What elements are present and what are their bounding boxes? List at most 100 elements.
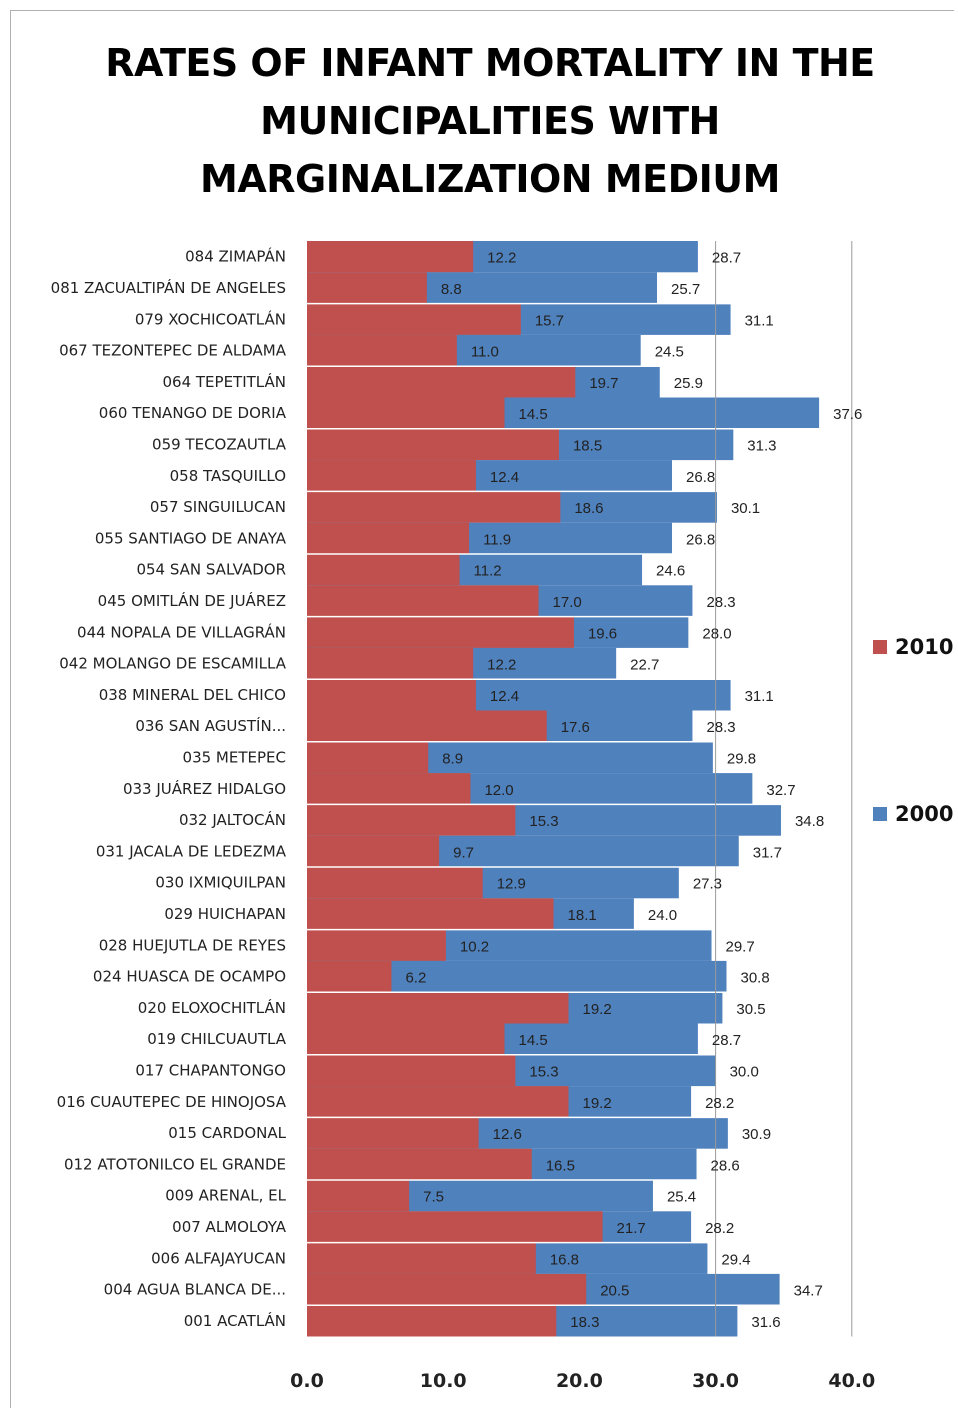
value-label-2010: 14.5 [518,1032,547,1049]
bar-2010 [307,835,440,867]
value-label-2010: 20.5 [600,1283,629,1300]
bar-2010 [307,1117,479,1149]
category-labels: 084 ZIMAPÁN 081 ZACUALTIPÁN DE ANGELES 079… [51,247,287,1330]
value-label-2010: 15.3 [529,813,558,830]
value-label-2010: 12.4 [490,688,519,705]
bar-2010 [307,1305,557,1337]
value-label-2010: 14.5 [518,406,547,423]
value-label-2000: 24.5 [655,344,684,361]
value-label-2000: 31.3 [747,437,776,454]
bar-2010 [307,741,429,774]
x-tick-label: 20.0 [556,1370,603,1392]
bar-2010 [307,241,474,273]
value-label-2000: 30.5 [736,1001,765,1018]
category-label: 081 ZACUALTIPÁN DE ANGELES [51,278,286,297]
category-label: 059 TECOZAUTLA [152,435,287,453]
bar-2010 [307,929,446,961]
value-label-2000: 28.6 [711,1157,740,1174]
value-label-2000: 31.1 [745,688,774,705]
value-label-2010: 18.1 [568,907,597,924]
value-label-2000: 28.7 [712,250,741,267]
bar-2010 [307,1023,505,1055]
category-label: 054 SAN SALVADOR [136,561,286,579]
bar-2010 [307,804,516,836]
category-label: 036 SAN AGUSTÍN... [135,716,286,735]
bar-2010 [307,1148,532,1180]
category-label: 057 SINGUILUCAN [150,498,286,516]
value-label-2010: 19.2 [583,1095,612,1112]
value-label-2010: 19.6 [588,625,617,642]
bar-2010 [307,303,521,335]
value-label-2010: 17.0 [553,594,582,611]
bar-2010 [307,1242,536,1274]
x-axis-ticks: 0.0 10.0 20.0 30.0 40.0 [290,1370,875,1392]
value-label-2010: 18.5 [573,437,602,454]
category-label: 045 OMITLÁN DE JUÁREZ [98,591,286,610]
bar-2010 [307,773,471,805]
category-label: 032 JALTOCÁN [179,810,286,829]
legend-swatch-2000 [873,807,887,821]
value-label-2010: 12.2 [487,250,516,267]
category-label: 019 CHILCUAUTLA [147,1030,286,1048]
category-label: 009 ARENAL, EL [165,1187,286,1205]
category-label: 028 HUEJUTLA DE REYES [99,936,286,954]
value-label-2000: 26.8 [686,469,715,486]
value-label-2000: 31.7 [753,844,782,861]
category-label: 006 ALFAJAYUCAN [151,1249,286,1267]
category-label: 017 CHAPANTONGO [135,1061,286,1079]
category-label: 038 MINERAL DEL CHICO [99,686,286,704]
value-label-2000: 34.8 [795,813,824,830]
value-label-2000: 30.9 [742,1126,771,1143]
value-label-2010: 18.3 [570,1314,599,1331]
value-label-2000: 28.7 [712,1032,741,1049]
value-label-2000: 26.8 [686,531,715,548]
bar-2010 [307,491,561,523]
category-label: 001 ACATLÁN [184,1311,286,1330]
bar-2010 [307,334,457,367]
value-label-2000: 27.3 [693,876,722,893]
category-label: 042 MOLANGO DE ESCAMILLA [59,655,286,673]
value-label-2010: 12.6 [493,1126,522,1143]
value-label-2010: 8.9 [442,750,463,767]
category-label: 064 TEPETITLÁN [163,372,287,391]
bar-2010 [307,679,476,711]
value-label-2010: 7.5 [423,1189,444,1206]
value-label-2000: 29.8 [727,750,756,767]
bar-2010 [307,898,554,930]
category-label: 015 CARDONAL [168,1124,286,1142]
bar-2010 [307,522,470,554]
category-label: 060 TENANGO DE DORIA [99,404,287,422]
x-tick-label: 10.0 [420,1370,467,1392]
x-tick-label: 40.0 [828,1370,875,1392]
value-label-2010: 12.4 [490,469,519,486]
bar-2010 [307,1211,603,1243]
bar-2010 [307,554,460,586]
bar-2010 [307,460,476,492]
value-label-2000: 29.7 [726,938,755,955]
value-label-2000: 31.1 [745,312,774,329]
bar-2010 [307,992,569,1024]
value-label-2000: 25.7 [671,281,700,298]
value-label-2000: 37.6 [833,406,862,423]
value-label-2000: 28.2 [705,1220,734,1237]
bar-2010 [307,428,559,461]
value-label-2000: 24.6 [656,563,685,580]
chart-title: RATES OF INFANT MORTALITY IN THE MUNICIP… [40,34,940,208]
bar-2010 [307,960,392,993]
bar-2010 [307,710,547,742]
category-label: 067 TEZONTEPEC DE ALDAMA [59,342,287,360]
legend-label-2010: 2010 [895,635,953,659]
x-tick-label: 30.0 [692,1370,739,1392]
value-label-2000: 32.7 [766,782,795,799]
category-label: 084 ZIMAPÁN [185,247,286,266]
value-label-2010: 11.0 [471,344,499,361]
bar-2010 [307,1180,410,1212]
bar-2010 [307,272,427,304]
chart-title-line-1: RATES OF INFANT MORTALITY IN THE [105,41,875,85]
category-label: 004 AGUA BLANCA DE... [104,1281,286,1299]
category-label: 055 SANTIAGO DE ANAYA [95,529,287,547]
value-label-2010: 18.6 [574,500,603,517]
bar-2010 [307,1054,516,1087]
category-label: 079 XOCHICOATLÁN [135,309,286,328]
